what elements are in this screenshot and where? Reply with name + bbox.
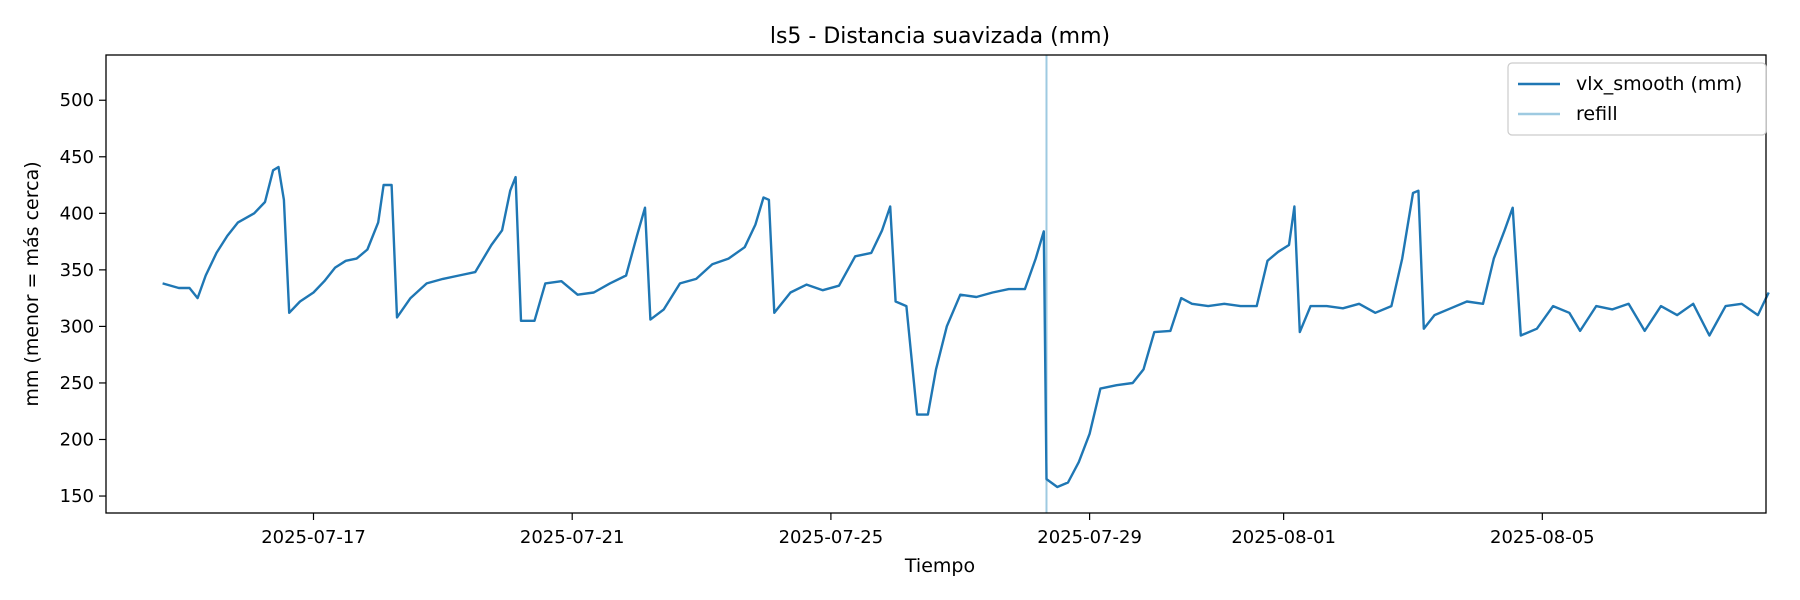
legend-label-vlx-smooth: vlx_smooth (mm) bbox=[1576, 73, 1742, 95]
x-tick-label: 2025-07-29 bbox=[1037, 527, 1142, 548]
y-tick-label: 150 bbox=[60, 486, 94, 507]
y-tick-label: 500 bbox=[60, 90, 94, 111]
legend: vlx_smooth (mm) refill bbox=[1507, 62, 1767, 136]
legend-label-refill: refill bbox=[1576, 103, 1618, 125]
y-tick-label: 200 bbox=[60, 429, 94, 450]
y-tick-label: 400 bbox=[60, 203, 94, 224]
series-line-vlx-smooth bbox=[162, 165, 1770, 489]
y-tick-label: 300 bbox=[60, 316, 94, 337]
x-axis: 2025-07-17 2025-07-21 2025-07-25 2025-07-29… bbox=[261, 513, 1595, 548]
x-axis-label: Tiempo bbox=[904, 555, 975, 577]
x-tick-label: 2025-07-25 bbox=[779, 527, 884, 548]
y-tick-label: 250 bbox=[60, 373, 94, 394]
y-tick-label: 450 bbox=[60, 147, 94, 168]
plot-area bbox=[106, 55, 1766, 513]
chart-title: ls5 - Distancia suavizada (mm) bbox=[770, 24, 1110, 49]
plot-frame bbox=[105, 54, 1767, 514]
x-tick-label: 2025-07-21 bbox=[520, 527, 625, 548]
x-tick-label: 2025-08-01 bbox=[1231, 527, 1336, 548]
x-tick-label: 2025-07-17 bbox=[261, 527, 366, 548]
y-axis-label: mm (menor = más cerca) bbox=[21, 161, 43, 406]
y-tick-label: 350 bbox=[60, 260, 94, 281]
legend-box bbox=[1507, 62, 1767, 136]
y-axis: 150 200 250 300 350 400 450 500 bbox=[60, 90, 106, 507]
x-tick-label: 2025-08-05 bbox=[1490, 527, 1595, 548]
